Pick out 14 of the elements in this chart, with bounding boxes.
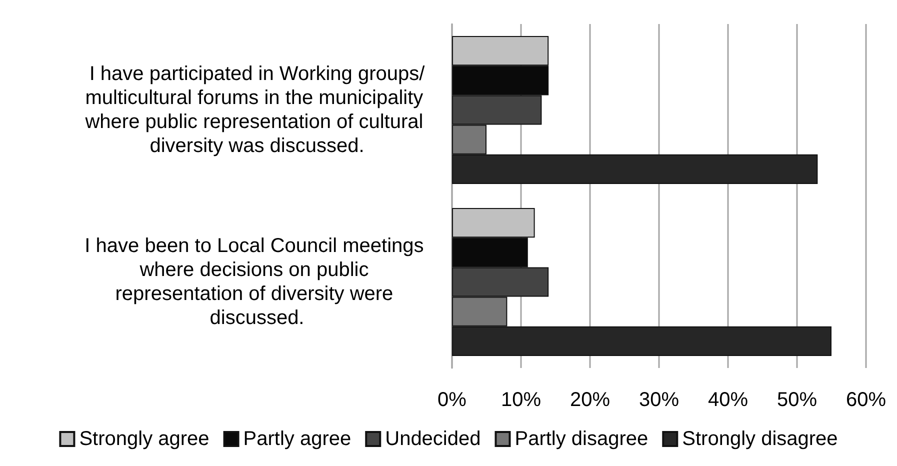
legend-label: Strongly agree	[79, 428, 210, 450]
x-tick-label: 50%	[776, 389, 818, 411]
legend-label: Partly agree	[243, 428, 352, 450]
x-tick-label: 30%	[638, 389, 680, 411]
x-tick-label: 0%	[438, 389, 467, 411]
y-tick-label: I have been to Local Council meetings where decisions on public representation of diversity were discussed.	[84, 235, 430, 329]
x-tick-label: 10%	[500, 389, 542, 411]
legend-label: Undecided	[385, 428, 481, 450]
x-tick-label: 40%	[708, 389, 748, 411]
legend-label: Partly disagree	[514, 428, 648, 450]
legend-label: Strongly disagree	[682, 428, 838, 450]
y-tick-label: I have participated in Working groups/multicultural forums in the municipality where public representation of cultural diversity was discussed.	[84, 63, 429, 157]
x-tick-label: 60%	[846, 389, 886, 411]
x-tick-label: 20%	[570, 389, 610, 411]
